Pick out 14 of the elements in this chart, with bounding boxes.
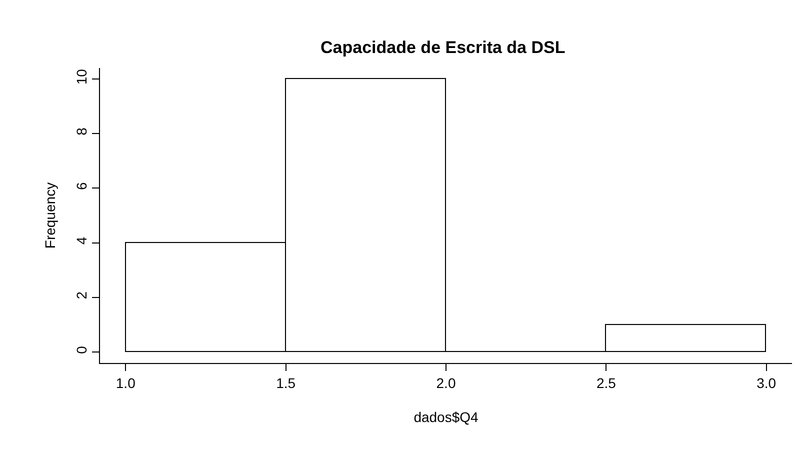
y-axis-title: Frequency (42, 182, 58, 249)
y-tick-label: 8 (73, 127, 90, 136)
x-tick-label: 1.0 (116, 374, 136, 391)
x-axis-title: dados$Q4 (414, 409, 479, 426)
y-tick-label: 10 (73, 68, 90, 85)
x-tick-label: 3.0 (756, 374, 776, 391)
x-tick-label: 1.5 (276, 374, 296, 391)
y-tick-label: 2 (73, 291, 90, 300)
chart-title: Capacidade de Escrita da DSL (320, 38, 566, 57)
y-tick-label: 0 (73, 346, 90, 354)
y-tick-label: 4 (73, 236, 90, 245)
x-tick-label: 2.5 (596, 374, 616, 391)
y-tick-label: 6 (73, 182, 90, 190)
x-tick-label: 2.0 (436, 374, 456, 391)
